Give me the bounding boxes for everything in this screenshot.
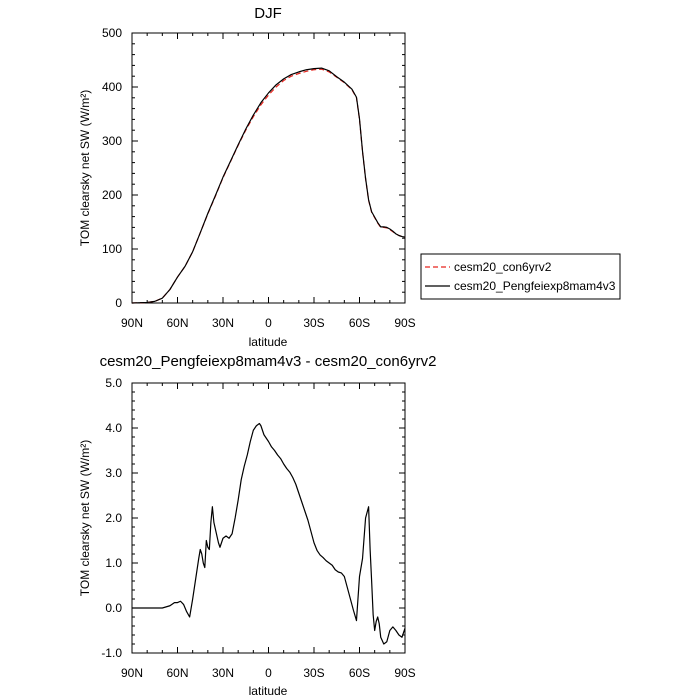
- top-y-tick-label: 200: [102, 188, 122, 202]
- bottom-y-axis-label: TOM clearsky net SW (W/m²): [78, 440, 92, 596]
- top-y-tick-label: 100: [102, 242, 122, 256]
- legend-label-series-1: cesm20_con6yrv2: [454, 260, 552, 274]
- bottom-y-tick-label: 5.0: [105, 376, 122, 390]
- bottom-x-axis-label: latitude: [249, 684, 288, 698]
- top-x-tick-label: 30N: [212, 316, 234, 330]
- top-y-tick-label: 400: [102, 80, 122, 94]
- top-y-tick-label: 0: [115, 296, 122, 310]
- top-x-tick-label: 60S: [349, 316, 370, 330]
- bottom-x-tick-label: 60S: [349, 666, 370, 680]
- bottom-x-ticks: 90N 60N 30N 0 30S 60S 90S: [121, 383, 416, 680]
- bottom-plot-frame: [131, 382, 406, 654]
- top-x-tick-label: 90S: [394, 316, 415, 330]
- top-y-axis-label: TOM clearsky net SW (W/m²): [78, 90, 92, 246]
- bottom-x-tick-label: 30S: [303, 666, 324, 680]
- top-series-line-1: [131, 68, 406, 304]
- bottom-y-ticks: -1.0 0.0 1.0 2.0 3.0 4.0 5.0: [101, 376, 405, 660]
- top-x-ticks: 90N 60N 30N 0 30S 60S 90S: [121, 33, 416, 330]
- top-y-tick-label: 300: [102, 134, 122, 148]
- bottom-x-tick-label: 0: [265, 666, 272, 680]
- bottom-y-tick-label: -1.0: [101, 646, 122, 660]
- bottom-y-tick-label: 3.0: [105, 466, 122, 480]
- bottom-y-tick-label: 4.0: [105, 421, 122, 435]
- bottom-chart-title: cesm20_Pengfeiexp8mam4v3 - cesm20_con6yr…: [100, 353, 437, 370]
- legend-box: [420, 253, 621, 300]
- top-y-ticks: 0 100 200 300 400 500: [102, 26, 405, 310]
- bottom-x-tick-label: 90S: [394, 666, 415, 680]
- bottom-chart-panel: cesm20_Pengfeiexp8mam4v3 - cesm20_con6yr…: [78, 353, 436, 698]
- bottom-y-tick-label: 2.0: [105, 511, 122, 525]
- bottom-series-group: [132, 422, 406, 645]
- top-y-tick-label: 500: [102, 26, 122, 40]
- top-series-line-2: [131, 67, 406, 304]
- top-x-tick-label: 60N: [166, 316, 188, 330]
- bottom-x-tick-label: 90N: [121, 666, 143, 680]
- top-x-tick-label: 0: [265, 316, 272, 330]
- top-x-tick-label: 90N: [121, 316, 143, 330]
- top-series-group: [131, 67, 406, 304]
- bottom-x-tick-label: 60N: [166, 666, 188, 680]
- legend-label-series-2: cesm20_Pengfeiexp8mam4v3: [454, 279, 616, 293]
- legend: cesm20_con6yrv2 cesm20_Pengfeiexp8mam4v3: [420, 253, 621, 300]
- bottom-series-line-1: [132, 422, 406, 645]
- bottom-y-tick-label: 1.0: [105, 556, 122, 570]
- top-x-tick-label: 30S: [303, 316, 324, 330]
- top-chart-title: DJF: [254, 5, 282, 22]
- top-chart-panel: DJF 0 100 200 300 400 500 90N 60N 30N 0 30S 60S 90S…: [78, 5, 416, 349]
- top-x-axis-label: latitude: [249, 335, 288, 349]
- bottom-y-tick-label: 0.0: [105, 601, 122, 615]
- bottom-x-tick-label: 30N: [212, 666, 234, 680]
